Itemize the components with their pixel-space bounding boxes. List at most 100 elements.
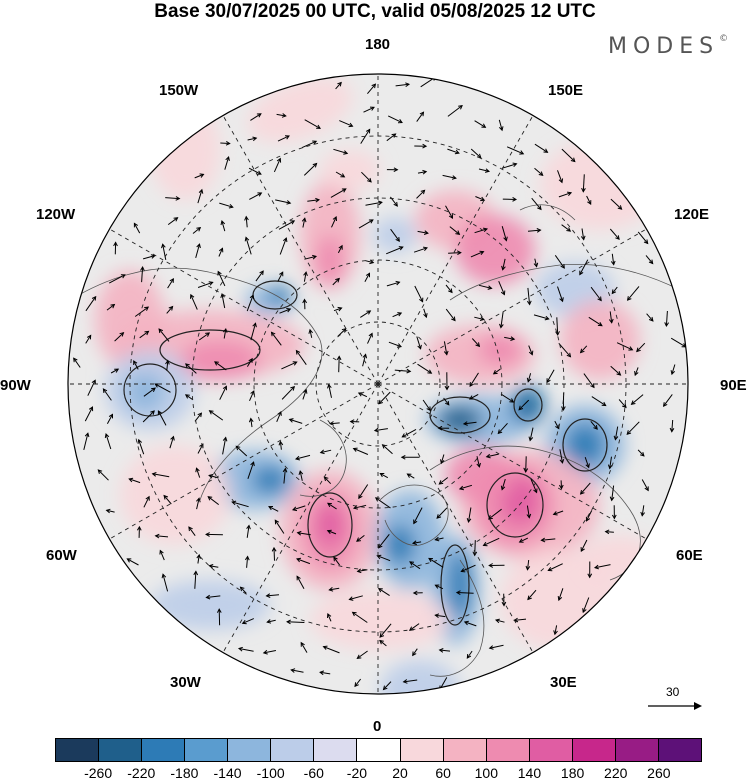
wind-arrow-shaft bbox=[386, 281, 400, 287]
wind-arrow-head bbox=[222, 385, 227, 391]
wind-arrow-head bbox=[411, 540, 417, 546]
wind-arrow-head bbox=[351, 611, 357, 617]
wind-arrow-shaft bbox=[527, 373, 532, 382]
wind-arrow-shaft bbox=[207, 496, 220, 505]
wind-arrow-shaft bbox=[356, 535, 365, 542]
wind-arrow-head bbox=[559, 458, 565, 464]
wind-arrow-head bbox=[205, 594, 211, 600]
wind-arrow-shaft bbox=[299, 470, 303, 481]
wind-arrow-head bbox=[91, 295, 97, 301]
wind-arrow-head bbox=[413, 519, 418, 525]
wind-arrow-shaft bbox=[127, 558, 139, 566]
wind-arrow-shaft bbox=[194, 173, 204, 179]
colorbar-tick-label: -220 bbox=[127, 765, 156, 781]
wind-arrow-shaft bbox=[548, 563, 563, 571]
wind-arrow-head bbox=[587, 573, 593, 579]
wind-arrow-shaft bbox=[378, 588, 390, 597]
wind-arrow-head bbox=[567, 191, 573, 197]
wind-arrow-shaft bbox=[274, 520, 285, 534]
anomaly-blob bbox=[120, 445, 230, 545]
wind-arrow-head bbox=[367, 177, 372, 183]
wind-arrow-shaft bbox=[611, 253, 615, 265]
wind-arrow-head bbox=[423, 313, 428, 319]
contour-line bbox=[513, 388, 543, 422]
wind-arrow-shaft bbox=[534, 143, 548, 153]
wind-arrow-shaft bbox=[307, 199, 320, 202]
wind-arrow-head bbox=[244, 236, 250, 242]
wind-arrow-shaft bbox=[287, 621, 305, 623]
wind-arrow-shaft bbox=[476, 456, 480, 468]
coastline bbox=[429, 559, 485, 677]
wind-arrow-head bbox=[379, 633, 385, 638]
wind-arrow-shaft bbox=[616, 342, 633, 351]
lon-label-120w: 120W bbox=[36, 206, 76, 223]
wind-arrow-shaft bbox=[378, 391, 391, 405]
wind-arrow-shaft bbox=[102, 388, 112, 401]
wind-arrow-shaft bbox=[114, 332, 124, 342]
wind-arrow-head bbox=[608, 318, 614, 324]
wind-arrow-shaft bbox=[474, 540, 476, 556]
wind-arrow-shaft bbox=[278, 220, 295, 230]
wind-arrow-head bbox=[412, 590, 418, 596]
anomaly-blob bbox=[438, 406, 482, 434]
wind-arrow-head bbox=[161, 243, 166, 249]
meridian-line bbox=[377, 383, 534, 653]
wind-arrow-shaft bbox=[221, 294, 226, 309]
lon-label-0: 0 bbox=[373, 718, 382, 735]
wind-arrow-shaft bbox=[395, 83, 410, 87]
wind-arrow-shaft bbox=[394, 369, 411, 372]
wind-arrow-head bbox=[308, 328, 313, 334]
wind-arrow-head bbox=[543, 148, 549, 153]
wind-arrow-head bbox=[316, 124, 322, 129]
wind-arrow-head bbox=[150, 410, 155, 415]
wind-arrow-shaft bbox=[246, 358, 253, 367]
wind-arrow-shaft bbox=[196, 468, 201, 478]
wind-arrow-shaft bbox=[247, 137, 257, 141]
wind-arrow-head bbox=[301, 217, 307, 223]
reference-vector bbox=[648, 702, 702, 710]
wind-arrow-shaft bbox=[518, 399, 530, 411]
wind-arrow-head bbox=[214, 361, 219, 366]
wind-arrow-head bbox=[208, 410, 214, 415]
wind-arrow-shaft bbox=[468, 507, 472, 523]
wind-arrow-head bbox=[277, 410, 282, 416]
anomaly-blob bbox=[125, 372, 165, 412]
wind-arrow-shaft bbox=[641, 479, 649, 491]
wind-arrow-head bbox=[560, 263, 565, 269]
wind-arrow-head bbox=[400, 454, 406, 460]
wind-arrow-head bbox=[484, 168, 491, 173]
wind-arrow-shaft bbox=[500, 312, 504, 328]
anomaly-blob bbox=[150, 100, 220, 200]
wind-arrow-shaft bbox=[557, 286, 564, 302]
wind-arrow-shaft bbox=[328, 384, 332, 398]
wind-arrow-head bbox=[544, 315, 550, 321]
wind-arrow-head bbox=[237, 646, 243, 652]
wind-arrow-head bbox=[455, 590, 461, 596]
wind-arrow-shaft bbox=[335, 82, 342, 90]
wind-arrow-head bbox=[97, 469, 103, 475]
colorbar-cell bbox=[56, 739, 100, 761]
wind-arrow-head bbox=[341, 188, 347, 193]
wind-arrow-shaft bbox=[498, 281, 505, 295]
wind-arrow-shaft bbox=[167, 278, 174, 289]
wind-arrow-shaft bbox=[671, 419, 674, 432]
wind-arrow-head bbox=[312, 254, 318, 260]
wind-arrow-shaft bbox=[353, 504, 367, 509]
wind-arrow-shaft bbox=[561, 148, 576, 162]
wind-arrow-head bbox=[295, 349, 301, 355]
wind-arrow-head bbox=[622, 403, 627, 409]
wind-arrow-shaft bbox=[478, 168, 490, 172]
wind-arrow-shaft bbox=[448, 252, 461, 254]
wind-arrow-shaft bbox=[327, 530, 337, 535]
wind-arrow-shaft bbox=[83, 433, 89, 451]
wind-arrow-head bbox=[108, 413, 113, 419]
wind-arrow-head bbox=[648, 259, 654, 265]
wind-arrow-head bbox=[368, 332, 373, 338]
lon-label-90e: 90E bbox=[720, 377, 747, 394]
wind-arrow-head bbox=[428, 557, 434, 563]
wind-arrow-head bbox=[455, 230, 461, 235]
wind-arrow-head bbox=[422, 143, 428, 149]
wind-arrow-shaft bbox=[300, 642, 308, 653]
wind-arrow-head bbox=[337, 306, 343, 312]
wind-arrow-shaft bbox=[332, 278, 340, 286]
